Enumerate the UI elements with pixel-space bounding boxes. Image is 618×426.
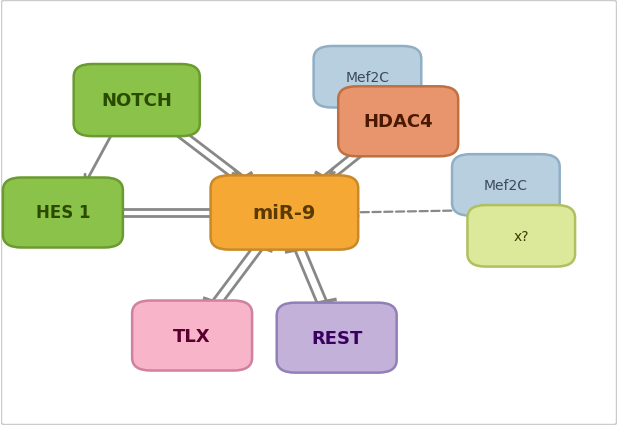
FancyBboxPatch shape <box>467 206 575 267</box>
Text: NOTCH: NOTCH <box>101 92 172 110</box>
FancyBboxPatch shape <box>132 301 252 371</box>
FancyBboxPatch shape <box>313 47 421 108</box>
Text: HDAC4: HDAC4 <box>363 113 433 131</box>
Text: REST: REST <box>311 329 362 347</box>
FancyBboxPatch shape <box>452 155 560 216</box>
FancyBboxPatch shape <box>211 176 358 250</box>
FancyBboxPatch shape <box>277 303 397 373</box>
Text: HES 1: HES 1 <box>36 204 90 222</box>
Text: Mef2C: Mef2C <box>345 71 389 84</box>
FancyBboxPatch shape <box>74 65 200 137</box>
Text: TLX: TLX <box>173 327 211 345</box>
Text: miR-9: miR-9 <box>253 204 316 222</box>
Text: x?: x? <box>514 229 529 243</box>
FancyBboxPatch shape <box>338 87 458 157</box>
Text: Mef2C: Mef2C <box>484 178 528 193</box>
FancyBboxPatch shape <box>3 178 123 248</box>
